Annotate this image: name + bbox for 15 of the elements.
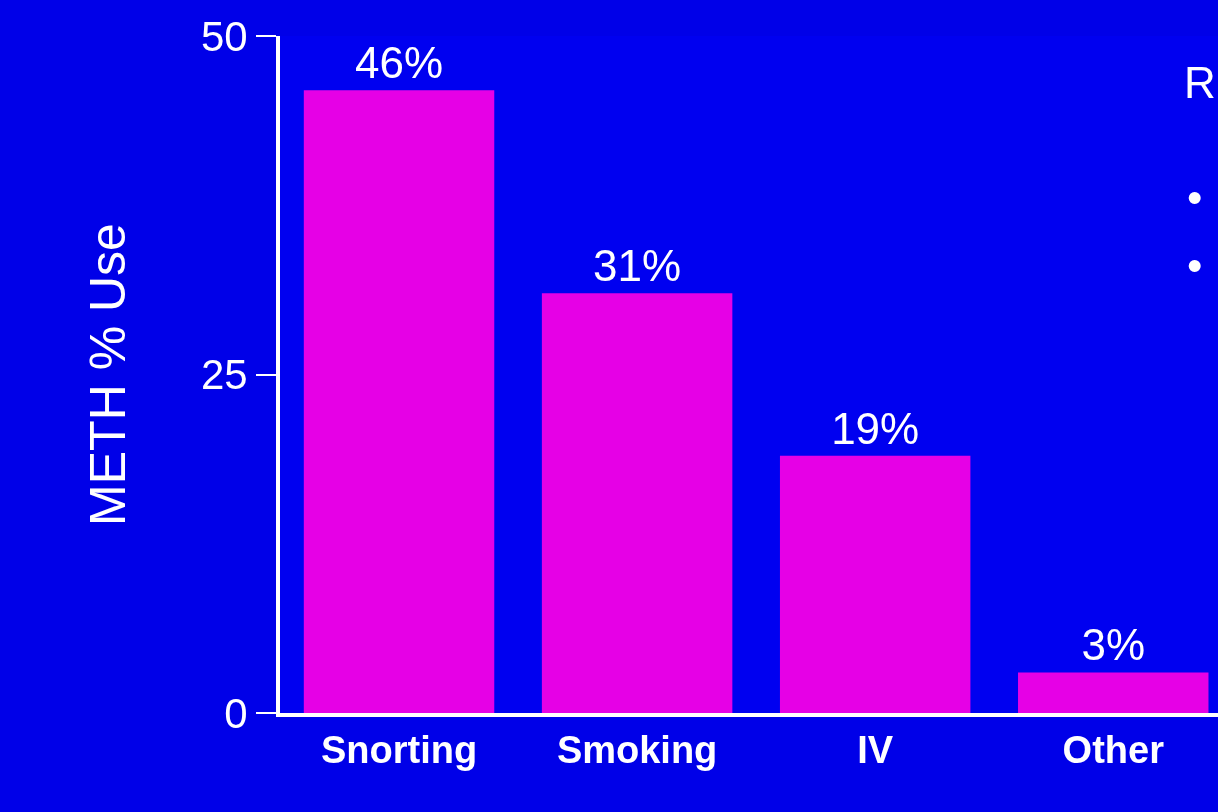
data-label: 19% (831, 403, 920, 453)
y-axis-title: METH % Use (80, 223, 137, 526)
annotation: • (1187, 173, 1203, 222)
annotation: R (1184, 58, 1216, 107)
y-tick-label: 0 (224, 689, 248, 737)
x-tick-label: Other (1062, 728, 1165, 771)
x-tick-label: Snorting (320, 728, 478, 771)
data-label: 31% (593, 241, 682, 291)
x-tick-label: Smoking (556, 728, 718, 771)
data-label: 3% (1081, 620, 1146, 670)
x-tick-label: IV (857, 728, 894, 771)
annotation: • (1187, 241, 1203, 290)
y-tick-label: 25 (200, 351, 248, 399)
data-label: 46% (355, 38, 444, 88)
y-tick-label: 50 (200, 12, 248, 60)
